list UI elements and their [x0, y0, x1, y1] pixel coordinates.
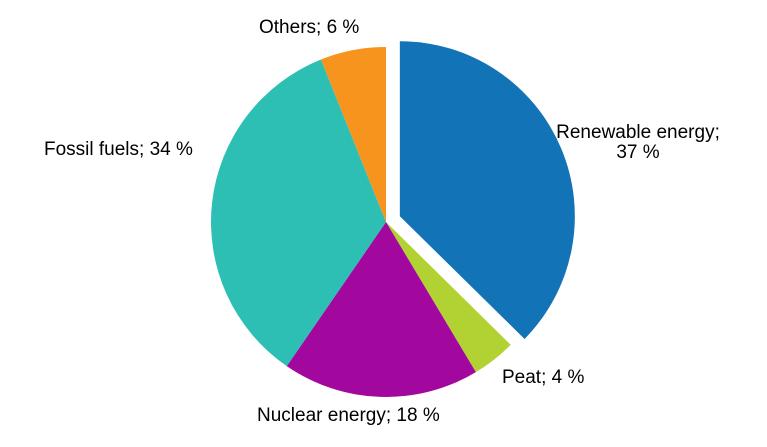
pie-slice-nuclear-energy	[286, 222, 476, 398]
pie-slice-fossil-fuels	[211, 59, 386, 367]
label-fossil-fuels: Fossil fuels; 34 %	[44, 139, 193, 160]
label-peat: Peat; 4 %	[502, 367, 585, 388]
pie-slice-renewable-energy	[399, 41, 575, 339]
pie-slice-peat	[386, 222, 511, 373]
label-renewable-energy: Renewable energy; 37 %	[556, 122, 720, 163]
label-nuclear-energy: Nuclear energy; 18 %	[257, 405, 440, 426]
label-others: Others; 6 %	[259, 17, 360, 38]
pie-slice-others	[320, 47, 386, 222]
